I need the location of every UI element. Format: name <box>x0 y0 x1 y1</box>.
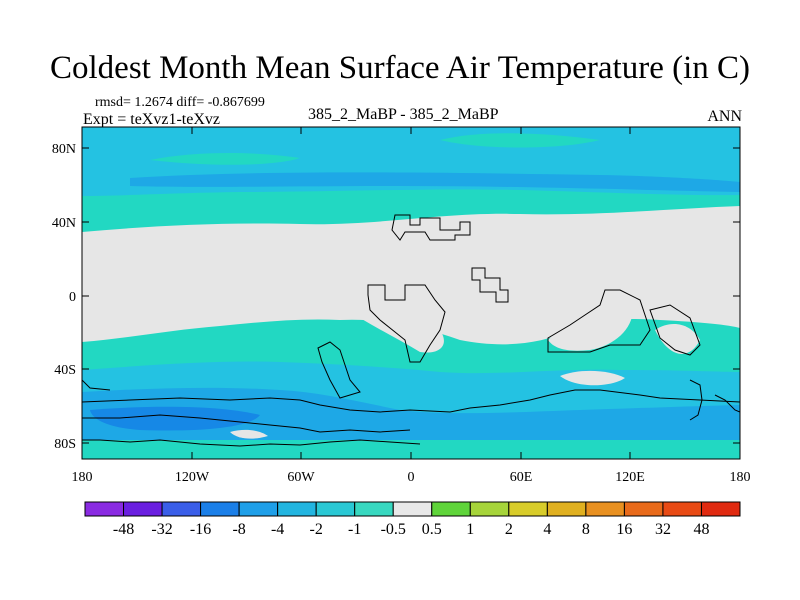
colorbar-label: 1 <box>466 521 474 538</box>
colorbar-swatch <box>508 501 548 517</box>
lat-label: 0 <box>69 290 76 305</box>
colorbar-swatch <box>200 501 240 517</box>
colorbar-label: 32 <box>655 521 671 538</box>
colorbar-swatch <box>623 501 664 517</box>
colorbar-swatch <box>315 501 356 517</box>
colorbar-swatch <box>469 501 510 517</box>
colorbar-swatch <box>585 501 625 517</box>
coastline-outlines <box>82 214 740 447</box>
lon-tick-marks <box>81 127 741 459</box>
colorbar-label: -32 <box>151 521 172 538</box>
lon-tick-labels: 180 120W 60W 0 60E 120E 180 <box>72 470 751 485</box>
colorbar-label: 48 <box>693 521 709 538</box>
colorbar-swatch <box>161 501 202 517</box>
lon-label: 60E <box>510 470 533 485</box>
colorbar-swatch <box>392 501 433 517</box>
colorbar-label: -48 <box>113 521 134 538</box>
colorbar-label: -2 <box>310 521 323 538</box>
colorbar-swatch <box>431 501 471 517</box>
lon-label: 120E <box>615 470 645 485</box>
lat-tick-marks <box>82 147 740 444</box>
case-label: 385_2_MaBP - 385_2_MaBP <box>308 106 499 123</box>
lon-label: 180 <box>730 470 751 485</box>
lat-tick-labels: 80N 40N 0 40S 80S <box>52 142 76 452</box>
lon-label: 0 <box>408 470 415 485</box>
experiment-label: Expt = teXvz1-teXvz <box>83 111 220 128</box>
colorbar-label: -16 <box>190 521 211 538</box>
colorbar-swatch <box>277 501 317 517</box>
map-title: Coldest Month Mean Surface Air Temperatu… <box>50 50 750 86</box>
lat-label: 80N <box>52 142 76 157</box>
colorbar-label: 8 <box>582 521 590 538</box>
colorbar-swatch <box>123 501 163 517</box>
lat-label: 40S <box>54 363 76 378</box>
colorbar-swatch <box>700 501 741 517</box>
colorbar-label: -1 <box>348 521 361 538</box>
colorbar-label: 0.5 <box>422 521 442 538</box>
lon-label: 180 <box>72 470 93 485</box>
colorbar-swatch <box>238 501 279 517</box>
temperature-field <box>82 127 740 459</box>
lat-label: 80S <box>54 437 76 452</box>
colorbar-swatch <box>662 501 702 517</box>
colorbar: -48 -32 -16 -8 -4 -2 -1 -0.5 0.5 1 2 4 8 16 32 48 <box>84 501 741 538</box>
lat-label: 40N <box>52 216 76 231</box>
colorbar-swatch <box>84 501 125 517</box>
colorbar-label: -4 <box>271 521 284 538</box>
colorbar-label: 16 <box>616 521 632 538</box>
colorbar-label: -8 <box>232 521 245 538</box>
colorbar-swatch <box>546 501 587 517</box>
colorbar-label: 2 <box>505 521 513 538</box>
lon-label: 60W <box>287 470 315 485</box>
colorbar-label: 4 <box>543 521 551 538</box>
colorbar-label: -0.5 <box>381 521 406 538</box>
rmsd-diff-stats: rmsd= 1.2674 diff= -0.867699 <box>95 95 265 110</box>
colorbar-swatch <box>354 501 394 517</box>
lon-label: 120W <box>175 470 210 485</box>
season-label: ANN <box>707 108 742 125</box>
